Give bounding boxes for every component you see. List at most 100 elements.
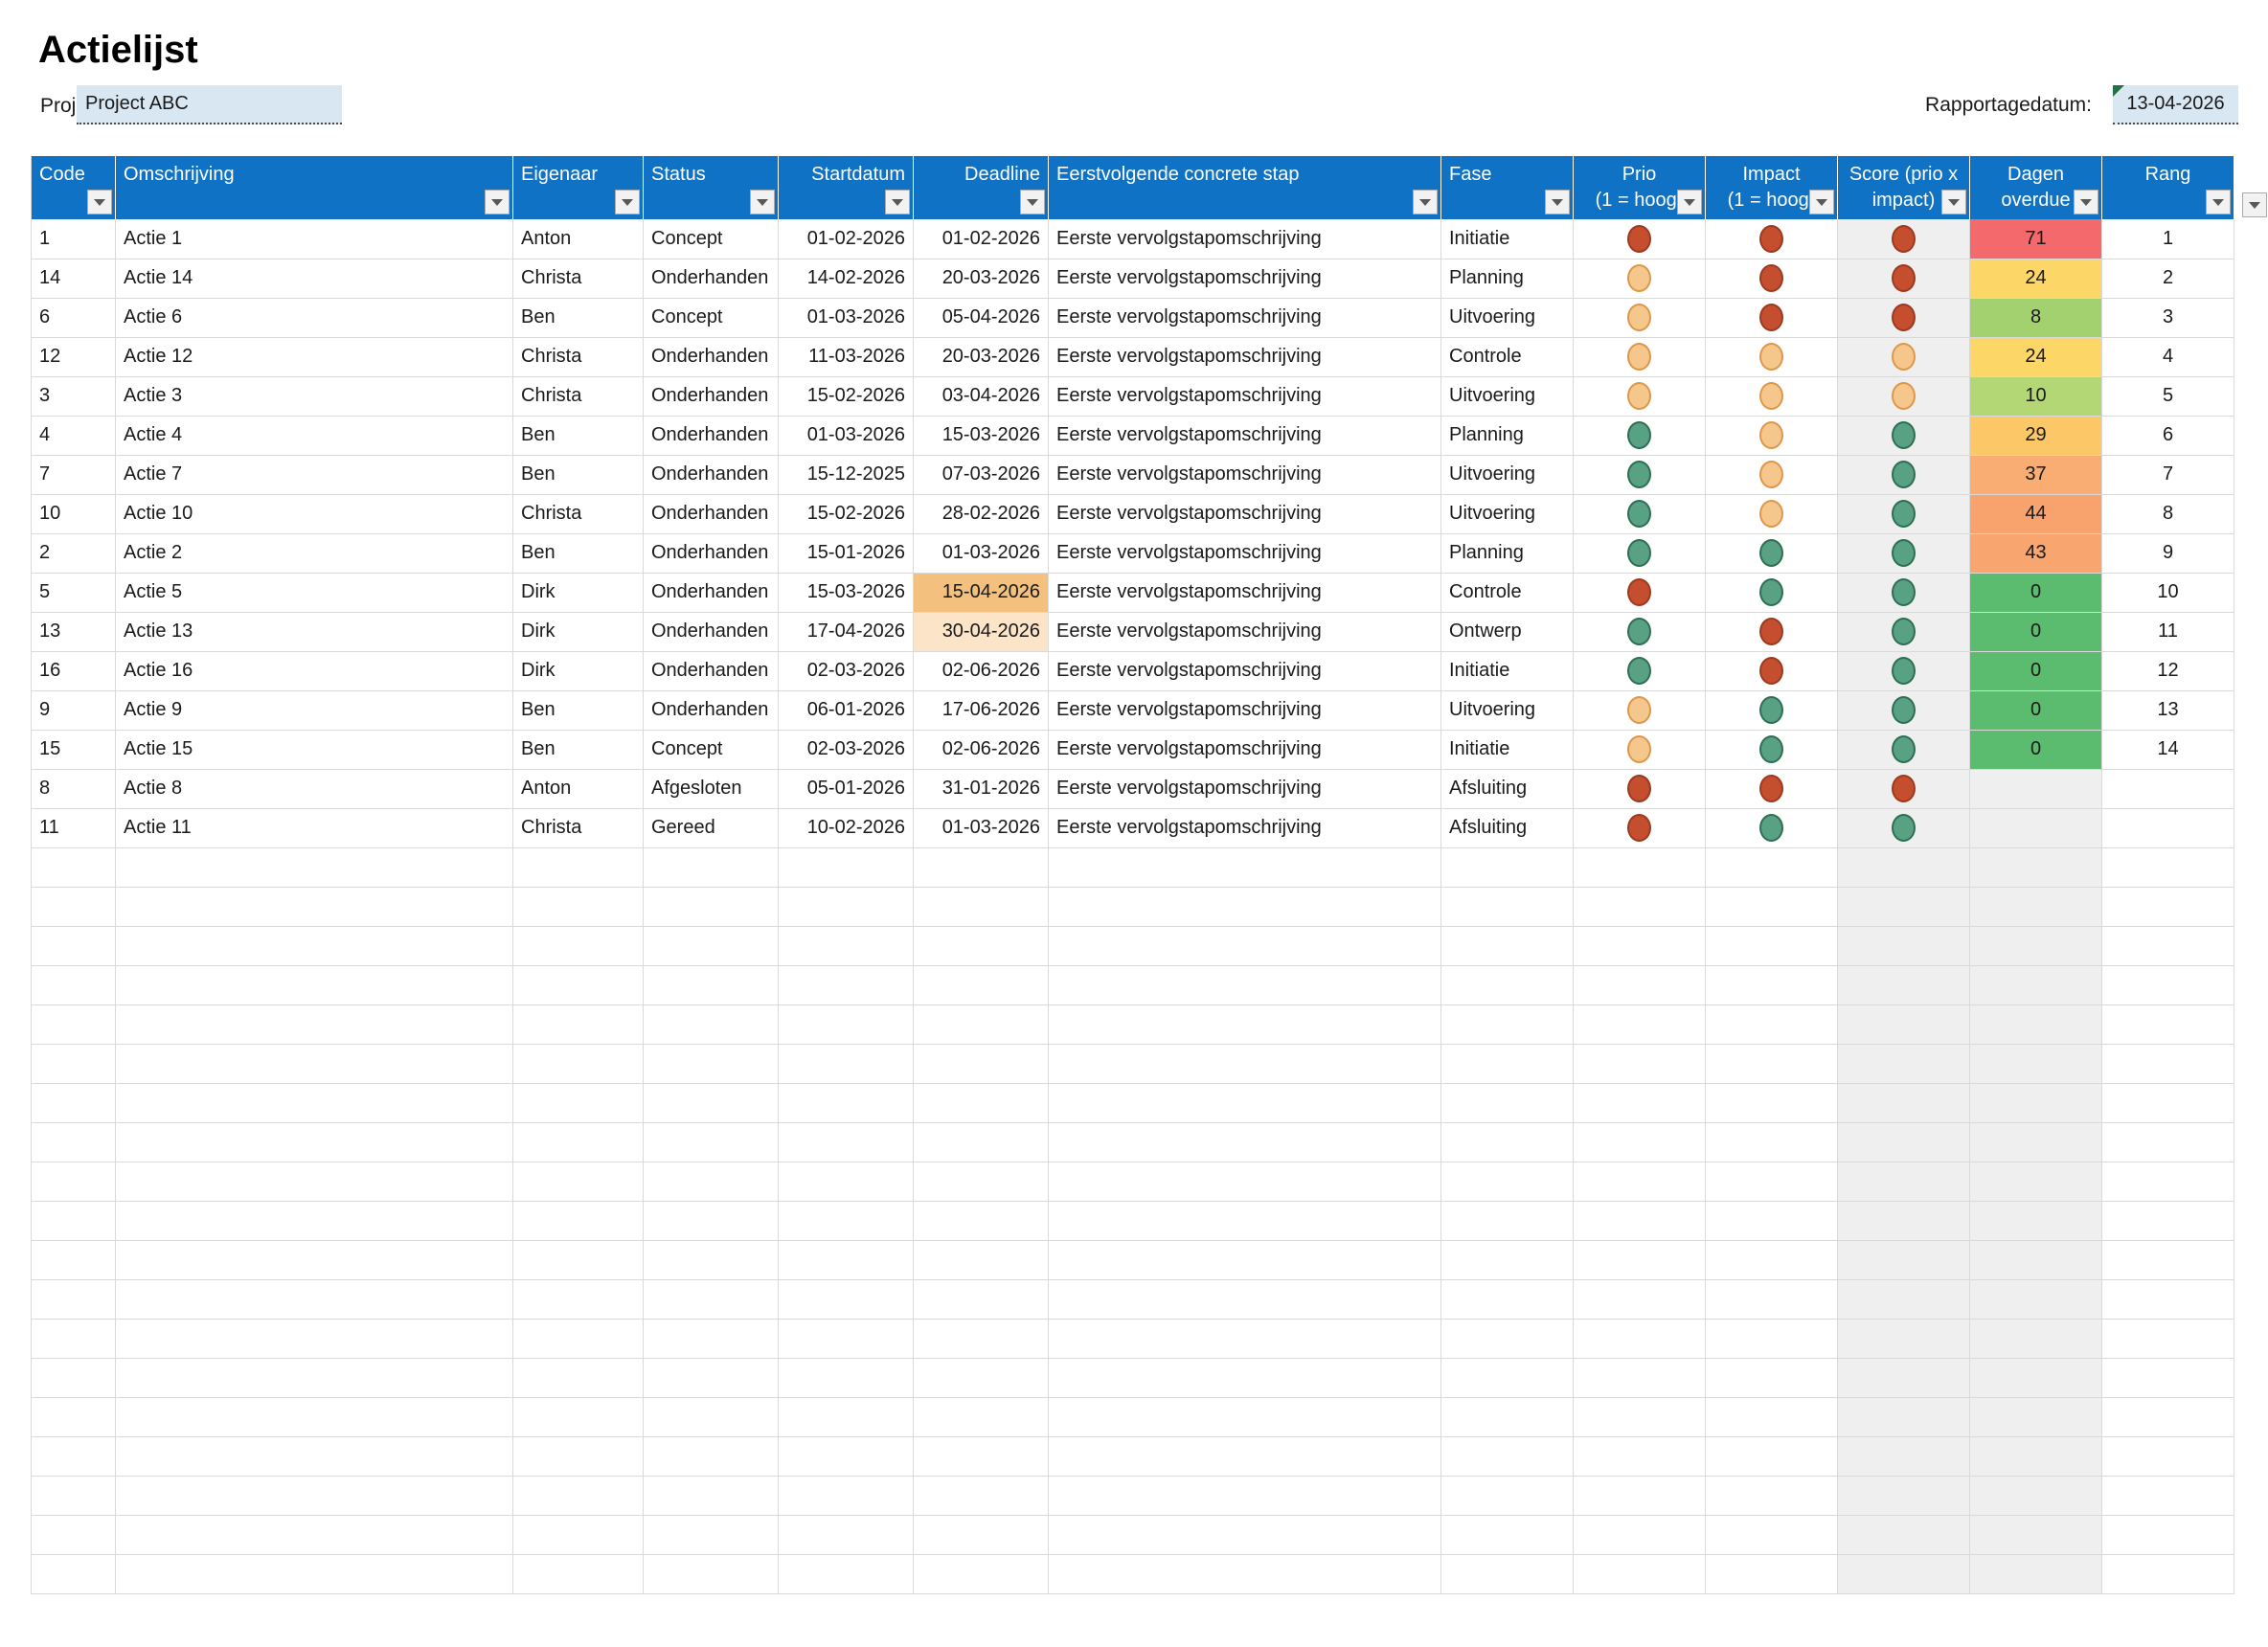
cell-rang[interactable]: 4 bbox=[2101, 337, 2234, 377]
cell-deadline[interactable]: 28-02-2026 bbox=[913, 494, 1049, 534]
cell-deadline[interactable] bbox=[913, 1397, 1049, 1437]
cell-prio[interactable] bbox=[1573, 926, 1706, 966]
cell-score[interactable] bbox=[1837, 730, 1970, 770]
cell-deadline[interactable] bbox=[913, 965, 1049, 1005]
cell-code[interactable] bbox=[31, 1162, 116, 1202]
cell-stap[interactable] bbox=[1048, 1397, 1441, 1437]
cell-prio[interactable] bbox=[1573, 651, 1706, 691]
cell-overdue[interactable] bbox=[1969, 1436, 2102, 1477]
cell-deadline[interactable]: 02-06-2026 bbox=[913, 651, 1049, 691]
cell-prio[interactable] bbox=[1573, 847, 1706, 888]
cell-eigenaar[interactable] bbox=[512, 1319, 644, 1359]
cell-omschrijving[interactable]: Actie 14 bbox=[115, 259, 513, 299]
cell-score[interactable] bbox=[1837, 1554, 1970, 1594]
cell-startdatum[interactable]: 15-02-2026 bbox=[778, 376, 914, 417]
cell-prio[interactable] bbox=[1573, 1554, 1706, 1594]
cell-score[interactable] bbox=[1837, 298, 1970, 338]
cell-status[interactable]: Onderhanden bbox=[643, 533, 779, 574]
cell-rang[interactable] bbox=[2101, 1554, 2234, 1594]
cell-prio[interactable] bbox=[1573, 1004, 1706, 1045]
cell-impact[interactable] bbox=[1705, 455, 1838, 495]
cell-omschrijving[interactable] bbox=[115, 1554, 513, 1594]
cell-omschrijving[interactable]: Actie 10 bbox=[115, 494, 513, 534]
cell-stap[interactable]: Eerste vervolgstapomschrijving bbox=[1048, 612, 1441, 652]
cell-prio[interactable] bbox=[1573, 1044, 1706, 1084]
cell-omschrijving[interactable]: Actie 8 bbox=[115, 769, 513, 809]
cell-rang[interactable] bbox=[2101, 1201, 2234, 1241]
cell-overdue[interactable]: 0 bbox=[1969, 690, 2102, 731]
cell-code[interactable] bbox=[31, 1044, 116, 1084]
cell-startdatum[interactable]: 02-03-2026 bbox=[778, 651, 914, 691]
cell-status[interactable] bbox=[643, 1397, 779, 1437]
cell-rang[interactable]: 3 bbox=[2101, 298, 2234, 338]
cell-score[interactable] bbox=[1837, 1358, 1970, 1398]
filter-dropdown-button[interactable] bbox=[2074, 190, 2098, 214]
cell-stap[interactable]: Eerste vervolgstapomschrijving bbox=[1048, 769, 1441, 809]
cell-prio[interactable] bbox=[1573, 612, 1706, 652]
cell-code[interactable]: 13 bbox=[31, 612, 116, 652]
cell-omschrijving[interactable]: Actie 12 bbox=[115, 337, 513, 377]
cell-score[interactable] bbox=[1837, 1083, 1970, 1123]
cell-rang[interactable]: 1 bbox=[2101, 219, 2234, 259]
cell-code[interactable] bbox=[31, 965, 116, 1005]
cell-rang[interactable] bbox=[2101, 1004, 2234, 1045]
cell-eigenaar[interactable] bbox=[512, 1554, 644, 1594]
cell-prio[interactable] bbox=[1573, 1279, 1706, 1320]
cell-overdue[interactable]: 0 bbox=[1969, 573, 2102, 613]
cell-rang[interactable] bbox=[2101, 926, 2234, 966]
cell-impact[interactable] bbox=[1705, 533, 1838, 574]
cell-deadline[interactable]: 31-01-2026 bbox=[913, 769, 1049, 809]
cell-stap[interactable]: Eerste vervolgstapomschrijving bbox=[1048, 651, 1441, 691]
cell-startdatum[interactable]: 14-02-2026 bbox=[778, 259, 914, 299]
cell-stap[interactable]: Eerste vervolgstapomschrijving bbox=[1048, 533, 1441, 574]
cell-fase[interactable] bbox=[1440, 1279, 1574, 1320]
cell-rang[interactable] bbox=[2101, 1122, 2234, 1162]
filter-dropdown-button[interactable] bbox=[2206, 190, 2231, 214]
cell-startdatum[interactable] bbox=[778, 1279, 914, 1320]
cell-omschrijving[interactable]: Actie 15 bbox=[115, 730, 513, 770]
cell-deadline[interactable] bbox=[913, 1122, 1049, 1162]
cell-overdue[interactable] bbox=[1969, 1162, 2102, 1202]
cell-deadline[interactable]: 07-03-2026 bbox=[913, 455, 1049, 495]
cell-prio[interactable] bbox=[1573, 965, 1706, 1005]
cell-startdatum[interactable] bbox=[778, 847, 914, 888]
cell-overdue[interactable]: 43 bbox=[1969, 533, 2102, 574]
cell-fase[interactable] bbox=[1440, 1436, 1574, 1477]
cell-eigenaar[interactable] bbox=[512, 1436, 644, 1477]
cell-overdue[interactable] bbox=[1969, 1554, 2102, 1594]
cell-code[interactable]: 3 bbox=[31, 376, 116, 417]
cell-impact[interactable] bbox=[1705, 1319, 1838, 1359]
cell-overdue[interactable]: 24 bbox=[1969, 337, 2102, 377]
cell-code[interactable] bbox=[31, 1358, 116, 1398]
cell-impact[interactable] bbox=[1705, 1201, 1838, 1241]
cell-score[interactable] bbox=[1837, 1436, 1970, 1477]
cell-deadline[interactable]: 01-03-2026 bbox=[913, 533, 1049, 574]
cell-prio[interactable] bbox=[1573, 1240, 1706, 1280]
cell-rang[interactable] bbox=[2101, 1358, 2234, 1398]
cell-rang[interactable] bbox=[2101, 1476, 2234, 1516]
cell-omschrijving[interactable] bbox=[115, 1201, 513, 1241]
cell-overdue[interactable]: 37 bbox=[1969, 455, 2102, 495]
cell-prio[interactable] bbox=[1573, 1319, 1706, 1359]
cell-impact[interactable] bbox=[1705, 1083, 1838, 1123]
cell-fase[interactable]: Uitvoering bbox=[1440, 690, 1574, 731]
cell-deadline[interactable] bbox=[913, 1476, 1049, 1516]
cell-stap[interactable]: Eerste vervolgstapomschrijving bbox=[1048, 573, 1441, 613]
cell-fase[interactable] bbox=[1440, 1358, 1574, 1398]
cell-rang[interactable]: 12 bbox=[2101, 651, 2234, 691]
cell-score[interactable] bbox=[1837, 259, 1970, 299]
filter-dropdown-button[interactable] bbox=[485, 190, 510, 214]
cell-impact[interactable] bbox=[1705, 1122, 1838, 1162]
cell-score[interactable] bbox=[1837, 769, 1970, 809]
cell-status[interactable] bbox=[643, 1122, 779, 1162]
cell-omschrijving[interactable]: Actie 4 bbox=[115, 416, 513, 456]
cell-score[interactable] bbox=[1837, 1279, 1970, 1320]
cell-score[interactable] bbox=[1837, 494, 1970, 534]
cell-stap[interactable] bbox=[1048, 965, 1441, 1005]
cell-rang[interactable]: 14 bbox=[2101, 730, 2234, 770]
cell-deadline[interactable] bbox=[913, 887, 1049, 927]
cell-stap[interactable]: Eerste vervolgstapomschrijving bbox=[1048, 219, 1441, 259]
cell-fase[interactable] bbox=[1440, 1162, 1574, 1202]
cell-startdatum[interactable] bbox=[778, 926, 914, 966]
cell-rang[interactable]: 5 bbox=[2101, 376, 2234, 417]
